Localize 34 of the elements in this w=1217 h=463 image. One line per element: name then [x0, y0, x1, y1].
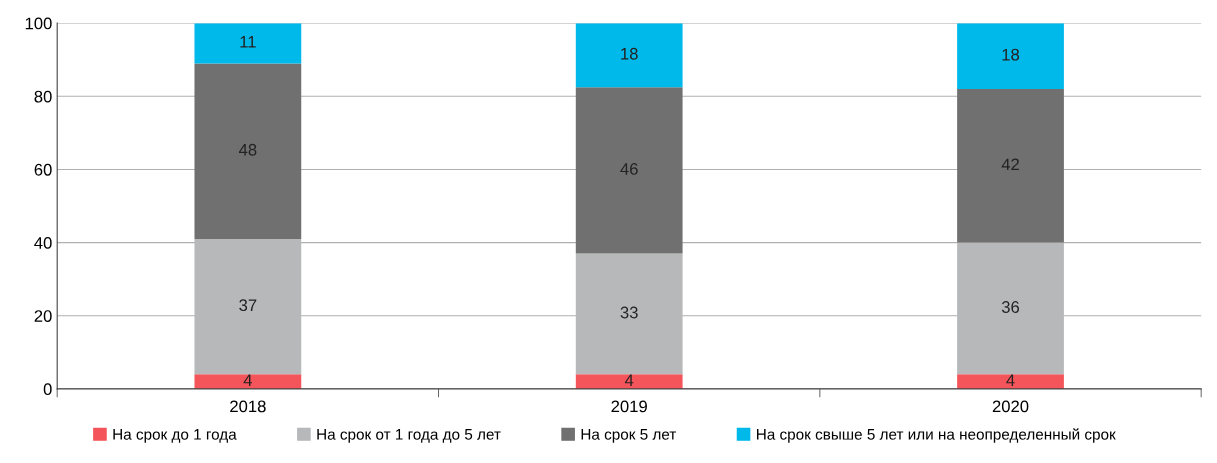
bar [194, 23, 302, 64]
data-label: 42 [1001, 158, 1019, 171]
bar [575, 23, 683, 88]
y-tick-label: 80 [34, 90, 52, 103]
x-tick-label: 2020 [992, 400, 1029, 413]
data-label: 48 [238, 143, 257, 156]
data-label: 18 [621, 47, 638, 60]
data-label: 4 [243, 374, 253, 386]
legend-label: На срок от 1 года до 5 лет [317, 429, 501, 443]
y-tick-label: 0 [43, 383, 52, 396]
bar [194, 63, 302, 239]
y-tick-label: 100 [25, 17, 52, 30]
data-label: 4 [624, 374, 634, 386]
data-label: 37 [239, 299, 257, 312]
y-tick-label: 60 [34, 163, 52, 176]
x-tick-label: 2018 [230, 400, 266, 413]
y-tick-label: 20 [34, 310, 52, 322]
bar [957, 23, 1064, 89]
data-label: 33 [620, 306, 638, 319]
x-tick-label: 2019 [611, 400, 647, 413]
bar [575, 374, 683, 389]
bar [194, 374, 302, 389]
bar [957, 88, 1064, 243]
data-label: 11 [240, 36, 256, 48]
data-label: 36 [1001, 301, 1020, 313]
bar [957, 374, 1064, 389]
data-label: 46 [620, 163, 638, 175]
data-label: 18 [1002, 48, 1020, 61]
legend-label: На срок до 1 года [113, 429, 237, 443]
y-tick-label: 40 [34, 237, 52, 249]
legend-label: На срок свыше 5 лет или на неопределенный срок [757, 428, 1116, 443]
bar [575, 87, 683, 254]
data-label: 4 [1006, 374, 1015, 386]
legend-label: На срок 5 лет [581, 429, 677, 443]
